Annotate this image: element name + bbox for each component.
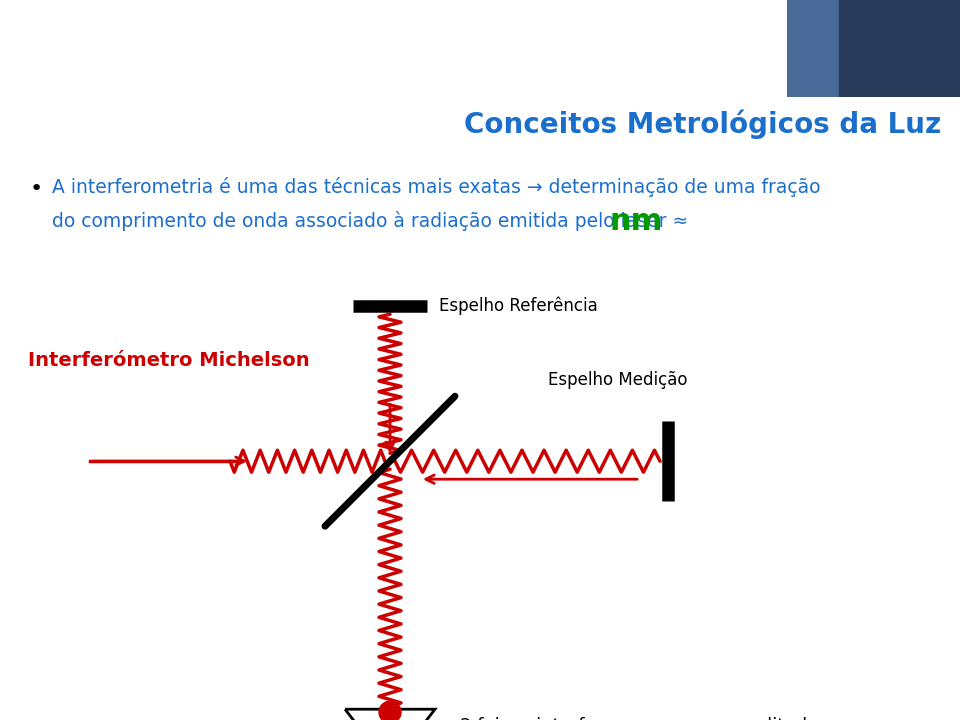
Text: IPQ: IPQ: [806, 35, 842, 53]
Text: do comprimento de onda associado à radiação emitida pelo laser ≈: do comprimento de onda associado à radia…: [52, 211, 688, 231]
Text: 2 feixes interferem com uma amplitude: 2 feixes interferem com uma amplitude: [460, 717, 818, 720]
Text: Espelho Referência: Espelho Referência: [439, 297, 598, 315]
Text: Interferómetro Michelson: Interferómetro Michelson: [28, 351, 310, 370]
Text: Espelho Medição: Espelho Medição: [548, 372, 687, 390]
Text: 20: 20: [918, 699, 940, 714]
Text: •: •: [30, 179, 43, 199]
Bar: [839, 0, 960, 97]
Circle shape: [379, 701, 401, 720]
Text: Conceitos Metrológicos da Luz: Conceitos Metrológicos da Luz: [464, 109, 941, 139]
Text: A interferometria é uma das técnicas mais exatas → determinação de uma fração: A interferometria é uma das técnicas mai…: [52, 177, 821, 197]
Text: nm: nm: [610, 207, 663, 236]
